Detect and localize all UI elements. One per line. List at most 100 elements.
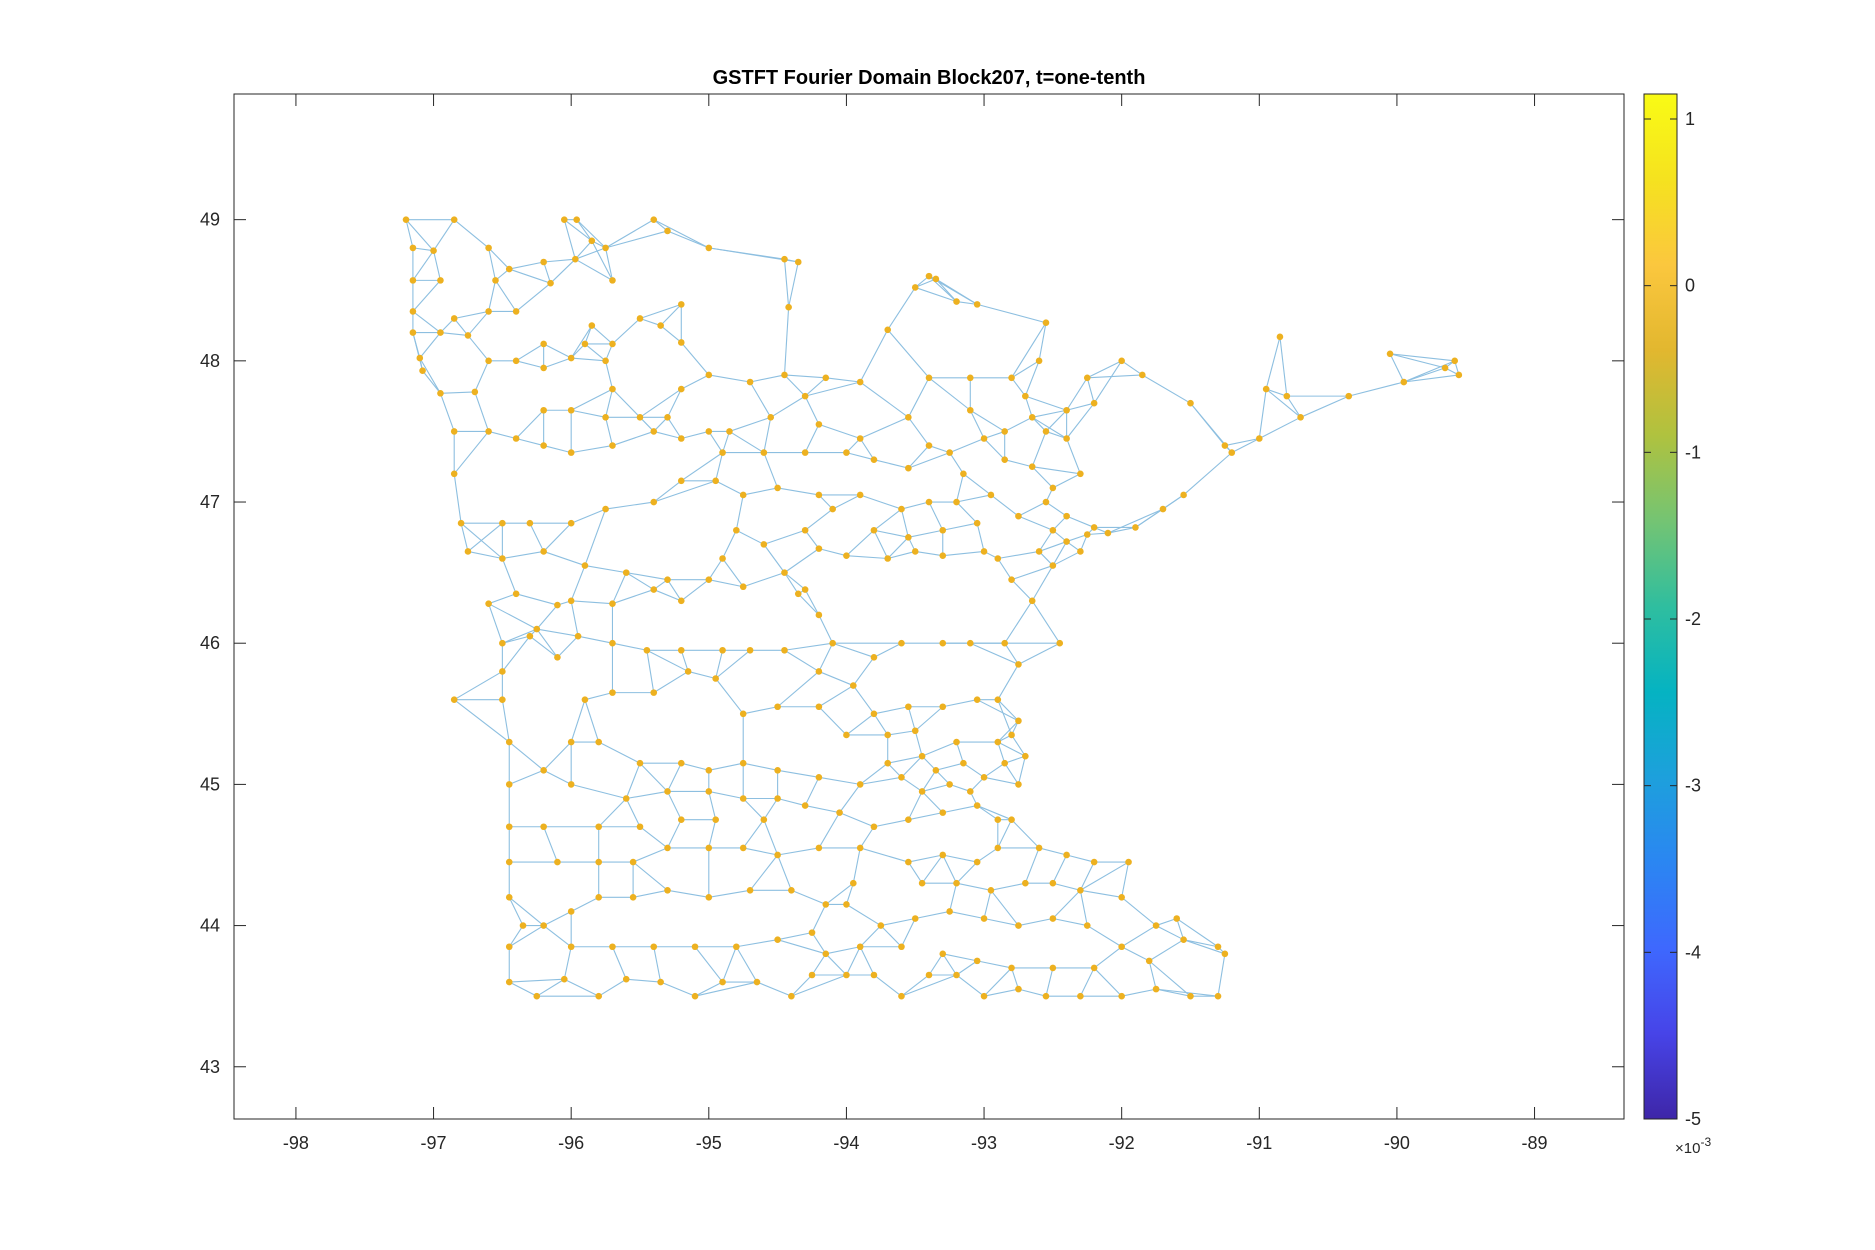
graph-node: [1221, 950, 1229, 958]
graph-edge: [543, 826, 558, 863]
graph-edge: [501, 635, 531, 672]
graph-edge: [797, 593, 820, 616]
graph-edge: [735, 946, 758, 983]
graph-edge: [1066, 402, 1095, 411]
graph-edge: [419, 332, 441, 359]
graph-edge: [584, 508, 607, 566]
graph-node: [1077, 886, 1084, 894]
graph-node: [574, 632, 582, 640]
graph-edge: [997, 699, 1013, 736]
graph-edge: [997, 819, 1013, 849]
graph-node: [609, 639, 616, 647]
graph-node: [781, 646, 788, 654]
graph-node: [1139, 371, 1146, 379]
graph-node: [1455, 371, 1463, 379]
graph-edge: [970, 642, 1019, 665]
graph-node: [595, 992, 603, 1000]
graph-edge: [605, 219, 655, 249]
graph-edge: [749, 854, 779, 891]
graph-node: [1001, 759, 1008, 767]
colorbar: 10-1-2-3-4-5 ×10-3: [1643, 93, 1711, 1157]
graph-edge: [1066, 438, 1081, 474]
graph-edge: [681, 762, 709, 771]
graph-edge: [873, 508, 902, 531]
graph-node: [1262, 385, 1270, 393]
graph-node: [1187, 992, 1194, 1000]
graph-node: [1180, 936, 1187, 943]
graph-node: [739, 795, 747, 802]
graph-edge: [928, 377, 971, 411]
graph-edge: [1176, 918, 1219, 948]
graph-node: [499, 668, 506, 675]
graph-node: [1008, 816, 1015, 823]
graph-node: [781, 371, 788, 379]
graph-node: [485, 600, 492, 607]
graph-edge: [846, 555, 888, 560]
graph-node: [1049, 484, 1057, 492]
graph-edge: [942, 550, 985, 557]
graph-edge: [632, 847, 668, 863]
graph-node: [691, 992, 699, 1000]
graph-node: [650, 216, 658, 223]
graph-node: [939, 552, 947, 559]
y-axis: 43 44 45 46 47 48 49: [200, 210, 1624, 1077]
graph-edge: [976, 523, 985, 552]
graph-node: [994, 738, 1002, 746]
graph-edge: [605, 417, 613, 446]
graph-node: [409, 308, 417, 315]
graph-node: [677, 301, 685, 308]
graph-edge: [502, 635, 531, 644]
graph-edge: [515, 593, 558, 606]
graph-edge: [743, 706, 778, 715]
graph-edge: [921, 769, 937, 792]
graph-edge: [1031, 565, 1054, 602]
graph-edge: [467, 522, 503, 552]
graph-edge: [453, 431, 490, 475]
graph-node: [505, 858, 513, 866]
graph-edge: [1018, 988, 1047, 997]
graph-edge: [1155, 925, 1184, 941]
graph-node: [505, 978, 513, 986]
graph-edge: [756, 981, 792, 997]
graph-edge: [955, 473, 964, 503]
graph-edge: [811, 904, 827, 933]
graph-edge: [1135, 508, 1164, 528]
graph-node: [1063, 851, 1070, 859]
graph-edge: [977, 303, 1047, 324]
graph-edge: [488, 603, 538, 630]
graph-node: [705, 894, 713, 901]
graph-node: [753, 978, 761, 986]
graph-edge: [1038, 541, 1067, 552]
graph-node: [567, 781, 575, 788]
graph-node: [946, 449, 953, 456]
graph-node: [788, 886, 795, 894]
graph-edge: [626, 978, 661, 983]
graph-edge: [1011, 322, 1047, 379]
graph-edge: [570, 565, 586, 602]
graph-edge: [777, 487, 819, 496]
graph-node: [856, 781, 864, 788]
graph-node: [622, 569, 630, 576]
graph-edge: [956, 741, 964, 764]
graph-edge: [956, 861, 978, 884]
graph-edge: [860, 776, 902, 785]
graph-edge: [467, 550, 503, 560]
graph-node: [567, 908, 575, 915]
x-tick-label: -95: [696, 1133, 722, 1153]
graph-edge: [956, 501, 978, 524]
graph-node: [705, 371, 713, 379]
graph-edge: [736, 529, 765, 545]
graph-node: [1228, 449, 1236, 456]
graph-edge: [860, 494, 902, 510]
graph-node: [636, 414, 644, 421]
graph-node: [746, 378, 754, 386]
x-tick-label: -93: [971, 1133, 997, 1153]
graph-node: [664, 576, 671, 583]
graph-node: [939, 703, 947, 711]
graph-node: [540, 922, 547, 929]
graph-node: [1008, 576, 1015, 583]
graph-node: [801, 526, 809, 534]
graph-edge: [908, 452, 950, 469]
graph-node: [719, 646, 726, 654]
graph-node: [905, 534, 912, 541]
